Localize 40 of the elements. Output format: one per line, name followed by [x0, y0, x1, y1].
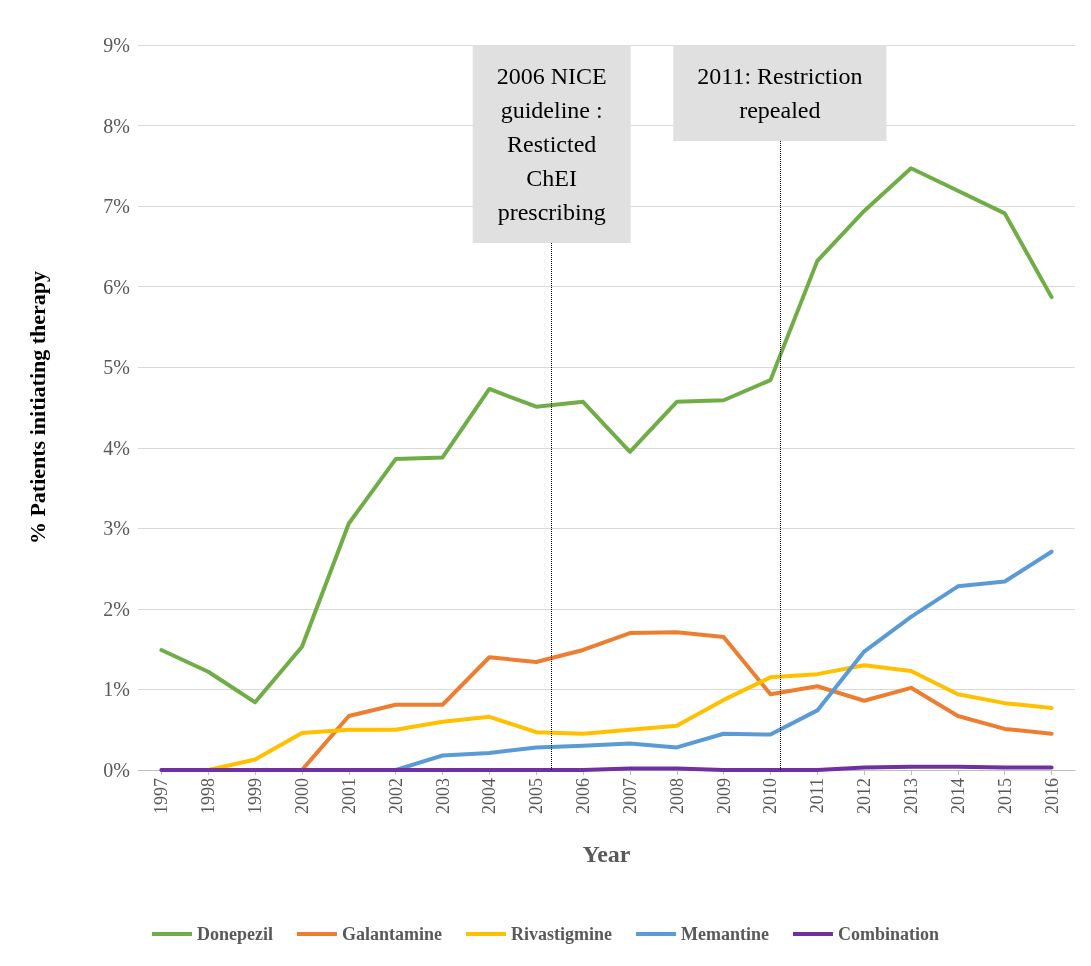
x-tick-label: 2003: [432, 778, 453, 814]
y-tick-label: 8%: [103, 114, 130, 137]
x-tick-label: 2000: [291, 778, 312, 814]
legend-label: Combination: [837, 924, 939, 944]
legend-label: Galantamine: [342, 924, 443, 944]
line-series: [159, 166, 1054, 705]
ref-line-label: 2006 NICE guideline : Resticted ChEI prescribing: [496, 63, 607, 225]
y-tick-label: 2%: [103, 597, 130, 620]
x-tick-label: 2015: [994, 778, 1015, 814]
x-tick-label: 2002: [385, 778, 406, 814]
x-tick-label: 2012: [854, 778, 875, 814]
legend-label: Memantine: [680, 924, 769, 944]
y-tick-label: 3%: [103, 517, 130, 540]
x-tick-label: 2016: [1041, 778, 1062, 814]
y-axis-title: % Patients initiating therapy: [24, 270, 50, 545]
x-tick-label: 2008: [666, 778, 687, 814]
x-tick-label: 2005: [526, 778, 547, 814]
x-tick-label: 1998: [198, 778, 219, 814]
x-tick-label: 2007: [619, 778, 640, 814]
x-tick-label: 2009: [713, 778, 734, 814]
x-axis-title: Year: [582, 841, 631, 867]
y-tick-label: 0%: [103, 759, 130, 781]
x-tick-label: 2014: [947, 778, 968, 814]
x-tick-label: 1999: [245, 778, 266, 814]
x-tick-label: 2010: [760, 778, 781, 814]
y-tick-label: 7%: [103, 195, 130, 218]
x-tick-label: 1997: [151, 778, 172, 814]
x-tick-label: 2013: [901, 778, 922, 814]
ref-line-label: 2011: Restriction repealed: [697, 63, 863, 123]
y-tick-label: 1%: [103, 678, 130, 701]
y-tick-label: 5%: [103, 356, 130, 379]
y-tick-label: 9%: [103, 34, 130, 56]
y-tick-label: 6%: [103, 275, 130, 298]
x-tick-label: 2004: [479, 778, 500, 814]
legend-label: Rivastigmine: [511, 924, 612, 944]
x-tick-label: 2011: [807, 778, 828, 814]
x-tick-label: 2006: [573, 778, 594, 814]
x-tick-label: 2001: [338, 778, 359, 814]
y-tick-label: 4%: [103, 436, 130, 459]
legend-label: Donepezil: [197, 924, 274, 944]
